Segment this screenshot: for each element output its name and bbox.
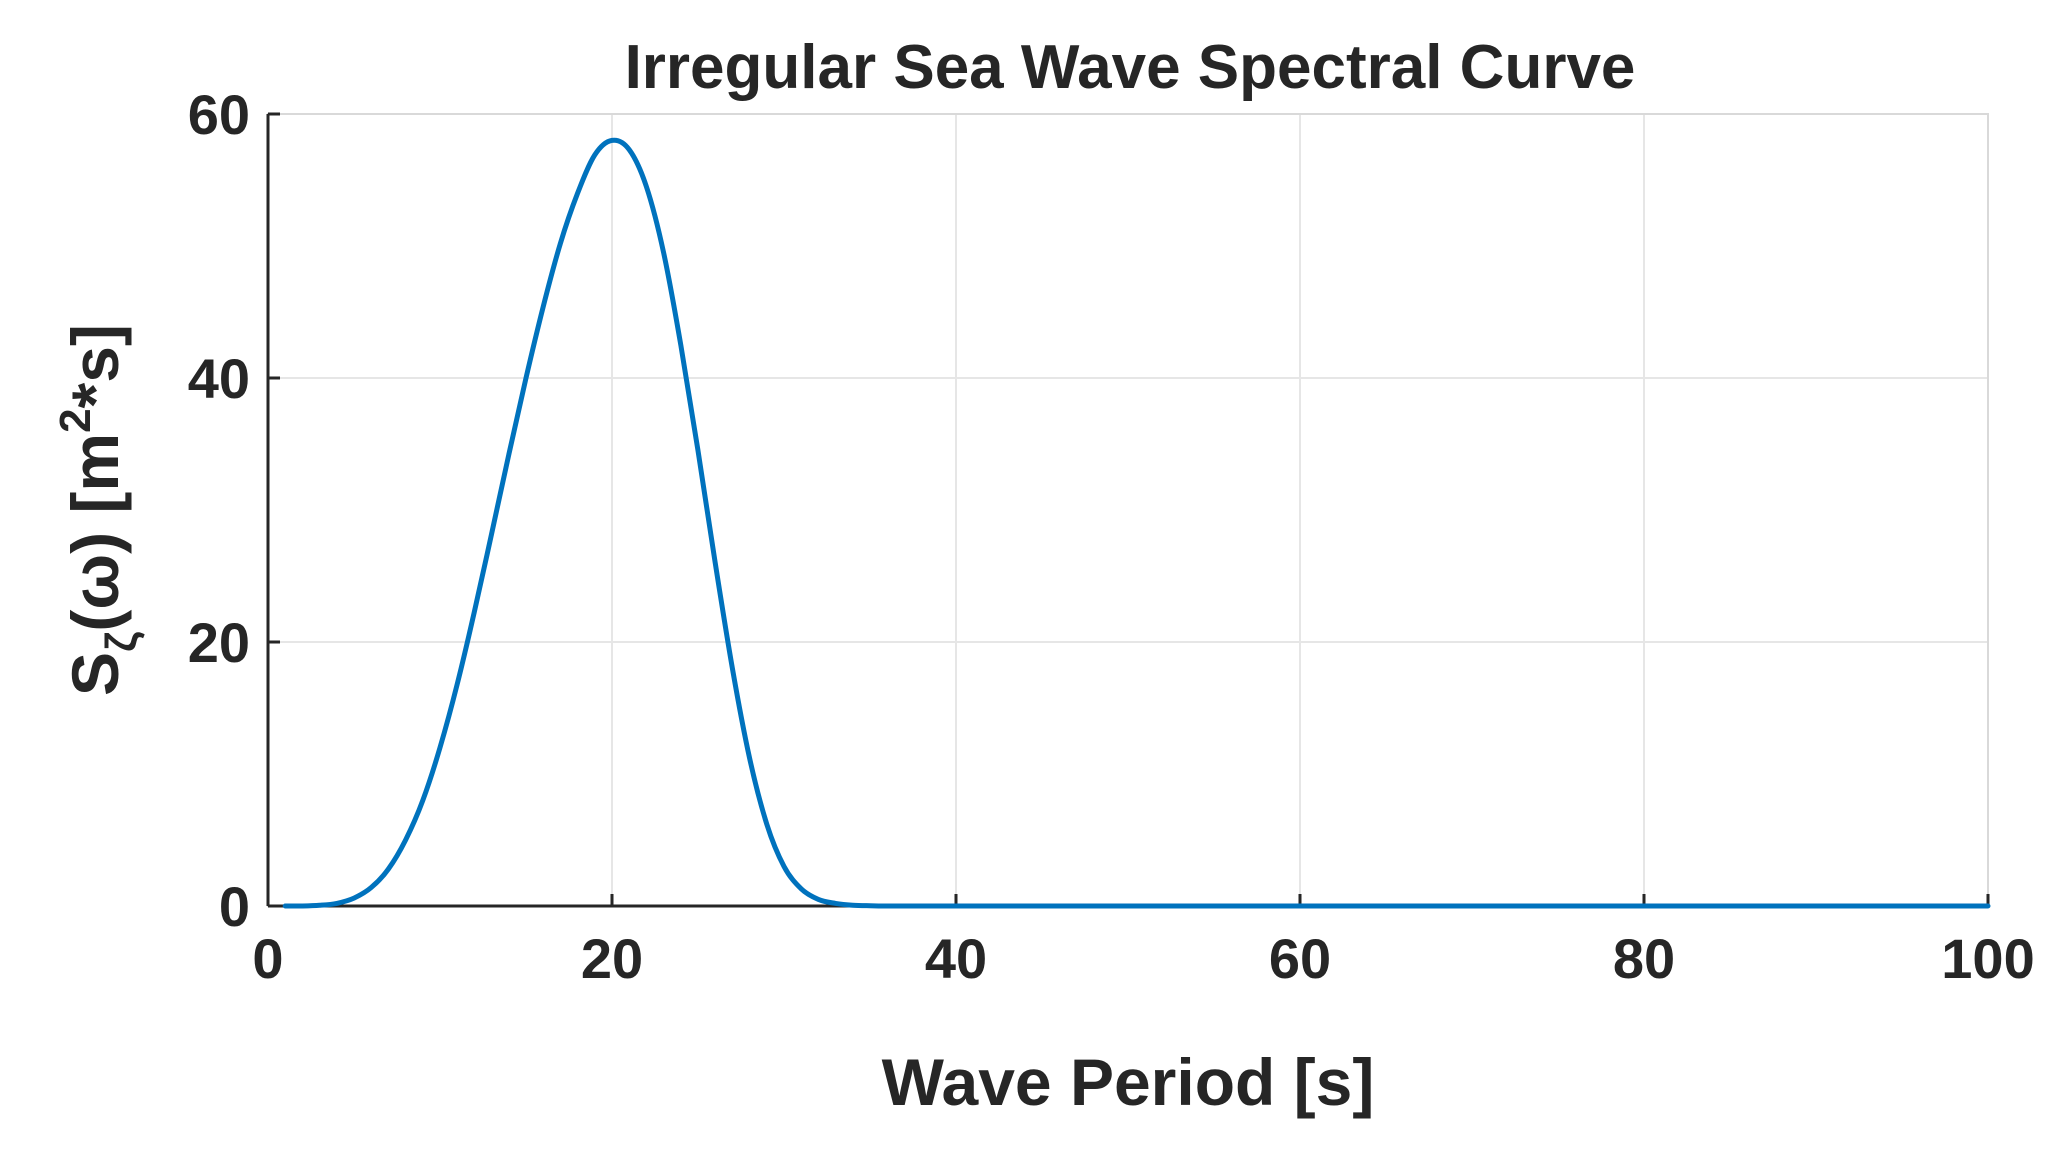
chart-title: Irregular Sea Wave Spectral Curve <box>625 33 1636 102</box>
y-tick-labels: 0 20 40 60 <box>188 83 250 938</box>
y-axis-label: Sζ(ω) [m2*s] <box>51 324 146 696</box>
x-tick-label: 100 <box>1941 927 2034 990</box>
y-label-end: *s] <box>58 324 132 408</box>
x-tick-label: 80 <box>1613 927 1675 990</box>
y-tick-label: 60 <box>188 83 250 146</box>
y-label-superscript: 2 <box>51 408 100 432</box>
y-label-middle: (ω) [m <box>58 433 132 632</box>
spectral-curve-line <box>282 137 1991 909</box>
x-tick-label: 20 <box>581 927 643 990</box>
y-tick-label: 40 <box>188 347 250 410</box>
x-tick-label: 40 <box>925 927 987 990</box>
series-layer <box>282 137 1991 909</box>
x-tick-labels: 0 20 40 60 80 100 <box>252 927 2034 990</box>
y-label-base: S <box>58 652 132 696</box>
grid <box>267 113 1989 907</box>
plot-frame <box>267 113 1989 907</box>
x-tick-label: 0 <box>252 927 283 990</box>
y-tick-label: 0 <box>219 875 250 938</box>
y-tick-label: 20 <box>188 611 250 674</box>
x-axis-label: Wave Period [s] <box>882 1045 1375 1119</box>
x-tick-label: 60 <box>1269 927 1331 990</box>
axes <box>266 112 1990 908</box>
y-label-subscript: ζ <box>97 632 146 652</box>
